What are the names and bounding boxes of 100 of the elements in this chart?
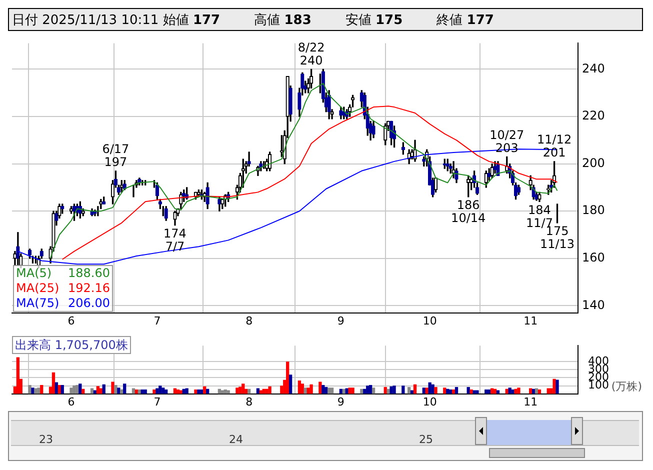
bar [256,388,260,394]
bar [392,386,396,394]
bar [470,390,473,394]
y-tick-label: 180 [582,203,605,218]
x-tick-label: 6 [68,395,75,408]
bar [304,388,307,394]
x-tick-label: 9 [337,395,344,408]
bar [517,388,520,394]
candlestick [556,204,558,224]
bar [348,388,352,394]
candlestick [538,192,542,202]
bar [162,388,165,394]
text: MA(5) 188.60 [16,266,110,280]
annotation: 186 10/14 [451,198,486,226]
y-axis-title: (万株) [611,380,642,394]
bar [60,385,64,394]
bar [431,384,434,394]
bar [286,362,290,394]
bar [529,388,532,394]
text: 24 [229,433,243,446]
bar [156,388,159,394]
candlestick [339,106,343,120]
candlestick [40,248,44,259]
bar [351,388,354,394]
bar [402,386,405,394]
bar [173,388,177,394]
bar [96,386,100,394]
x-tick-label: 10 [422,314,437,328]
text: MA(25) 192.16 [16,280,110,296]
bar [408,386,411,394]
text: 23 [39,433,53,446]
bar [310,384,313,394]
annotation: 6/17 197 [102,142,130,170]
bar [268,386,272,394]
bar [226,390,230,394]
x-tick-label: 8 [246,395,253,408]
chart-title: 日付 2025/11/13 10:11 始値 177 高値 183 安値 175 終値 177 [12,13,494,28]
candlestick [16,232,20,266]
bar [58,385,61,394]
bar [40,385,44,394]
bar [300,384,304,394]
x-tick-label: 11 [524,314,538,328]
bar [114,385,118,394]
candlestick [327,90,331,120]
x-tick-label: 7 [154,395,161,408]
bar [34,388,38,394]
candlestick [490,163,494,178]
bar [31,388,34,394]
bar [534,388,538,394]
candlestick [173,210,177,226]
bar [368,385,372,394]
text: 25 [419,433,433,446]
bar [372,388,376,394]
candlestick [434,178,438,193]
bar [102,384,106,394]
bar [552,378,556,394]
candlestick [516,184,521,195]
bar [54,382,58,394]
bar [238,386,242,394]
candlestick [218,196,222,212]
annotation: 174 7/7 [164,226,186,254]
bar [413,384,417,394]
y-tick-label: 240 [582,61,605,76]
x-tick-label: 8 [246,314,253,328]
bar [322,385,325,394]
bar [425,388,428,394]
x-tick-label: 11 [524,395,538,408]
bar [37,388,40,394]
bar [330,388,334,394]
x-tick-label: 9 [337,314,344,328]
y-tick-label: 220 [582,108,605,123]
bar [434,386,438,394]
bar [366,386,370,394]
bar [318,382,322,394]
bar [324,386,328,394]
annotation: 11/12 201 [536,132,572,160]
bar [298,380,302,394]
bar [242,384,245,394]
bar [70,388,73,394]
candlestick [122,180,126,190]
text: MA(75) 206.00 [16,296,110,311]
bar [556,380,559,394]
bar [78,384,82,394]
y-tick-label: 200 [582,156,605,170]
bar [443,388,446,394]
bar [28,385,32,394]
bar [117,388,120,394]
bar [454,386,458,394]
bar [76,385,79,394]
bar [185,388,188,394]
bar [546,388,550,394]
bar [490,388,494,394]
bar [288,374,292,394]
bar [422,388,426,394]
bar [16,357,20,394]
bar [328,388,331,394]
bar [132,388,136,394]
y-tick-label: 140 [582,298,605,312]
bar [476,390,479,394]
bar [52,372,56,394]
